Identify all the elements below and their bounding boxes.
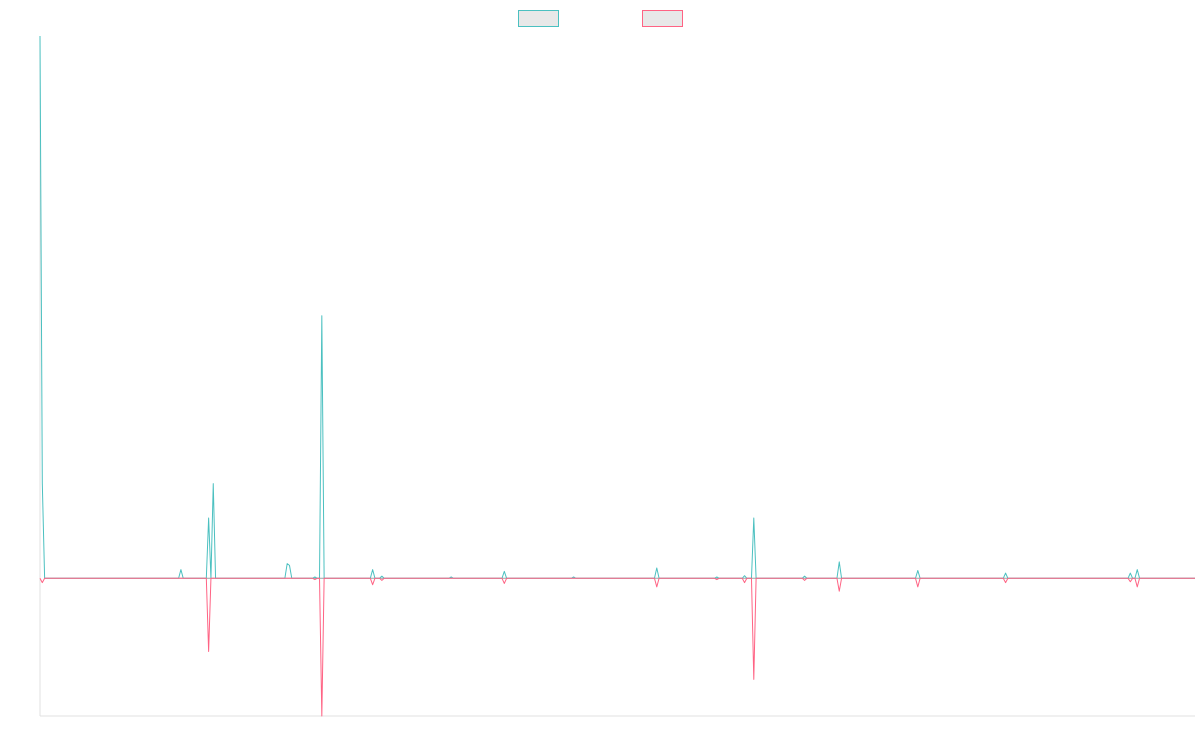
axes [39,36,1195,717]
legend-swatch-2[interactable] [642,10,683,27]
series-line-1 [39,35,1195,579]
series-line-2 [39,577,1195,717]
series-lines [39,35,1195,717]
legend [518,10,683,27]
legend-swatch-1[interactable] [518,10,559,27]
